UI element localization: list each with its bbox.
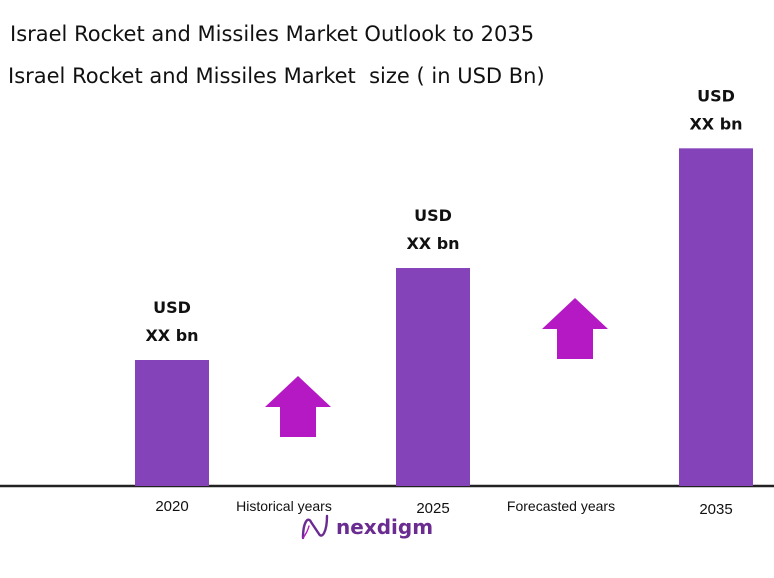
period-label: Forecasted years — [507, 498, 615, 514]
x-tick-label: 2020 — [155, 498, 188, 515]
up-arrow-icon — [265, 376, 331, 437]
bar-2035 — [679, 148, 753, 486]
bar-2025 — [396, 268, 470, 486]
data-label: USD — [414, 206, 452, 225]
data-label: USD — [697, 86, 735, 105]
up-arrow-icon — [542, 298, 608, 359]
nexdigm-logo-icon — [301, 514, 329, 540]
data-label: USD — [153, 298, 191, 317]
brand-name: nexdigm — [336, 515, 434, 539]
period-label: Historical years — [236, 498, 332, 514]
data-label: XX bn — [689, 114, 742, 133]
x-tick-label: 2025 — [416, 500, 449, 517]
bar-2020 — [135, 360, 209, 486]
chart-subtitle: Israel Rocket and Missiles Market size (… — [8, 64, 545, 88]
data-label: XX bn — [406, 234, 459, 253]
chart-title: Israel Rocket and Missiles Market Outloo… — [10, 22, 535, 46]
brand-logo: nexdigm — [300, 512, 433, 542]
x-tick-label: 2035 — [699, 501, 732, 518]
data-label: XX bn — [145, 326, 198, 345]
